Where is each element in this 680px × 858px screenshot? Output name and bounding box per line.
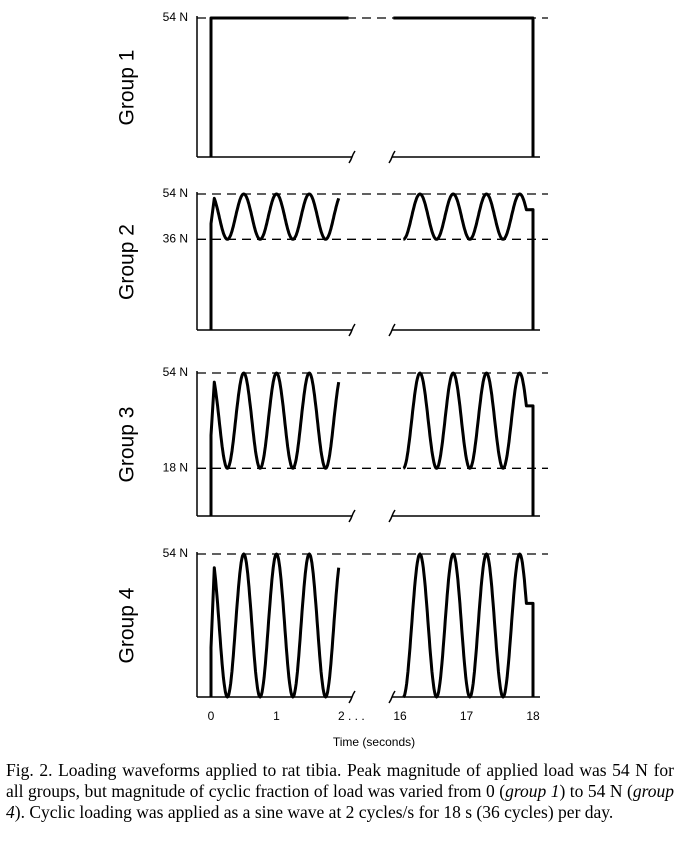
axis-break: [348, 509, 356, 523]
figure: Group 1 54 N Group 2 54 N 36 N Group 3 54 N 18 …: [116, 10, 548, 749]
waveform: [209, 16, 535, 157]
caption-text: ) to 54 N (: [559, 781, 633, 801]
axis-break: [388, 509, 396, 523]
waveform: [209, 192, 535, 330]
y-axis-label: Group 3: [116, 407, 139, 483]
caption-italic: group 4: [6, 781, 675, 822]
x-tick-label: 1: [273, 709, 280, 723]
x-axis-label: Time (seconds): [333, 735, 415, 749]
x-tick-label: 17: [460, 709, 474, 723]
caption-text: ). Cyclic loading was applied as a sine …: [14, 802, 614, 822]
waveform: [209, 552, 535, 699]
x-tick-label: 18: [526, 709, 540, 723]
y-axis-label: Group 4: [116, 587, 139, 663]
y-tick-label: 54 N: [163, 546, 188, 560]
y-axis-label: Group 1: [116, 50, 139, 126]
x-tick-label: 16: [393, 709, 407, 723]
y-axis-label: Group 2: [116, 224, 139, 300]
axis-break: [348, 690, 356, 704]
y-tick-label: 18 N: [163, 461, 188, 475]
caption-italic: group 1: [505, 781, 560, 801]
x-tick-label: 0: [208, 709, 215, 723]
y-tick-label: 54 N: [163, 10, 188, 24]
axis-break: [348, 323, 356, 337]
y-tick-label: 54 N: [163, 365, 188, 379]
y-tick-label: 36 N: [163, 232, 188, 246]
waveform: [209, 371, 535, 516]
axis-break: [388, 150, 396, 164]
caption-text: Fig. 2. Loading waveforms applied to rat…: [6, 760, 674, 801]
axis-break: [348, 150, 356, 164]
x-tick-label: 2 . . .: [338, 709, 365, 723]
y-tick-label: 54 N: [163, 186, 188, 200]
axis-break: [388, 323, 396, 337]
caption: Fig. 2. Loading waveforms applied to rat…: [6, 760, 674, 823]
axis-break: [388, 690, 396, 704]
